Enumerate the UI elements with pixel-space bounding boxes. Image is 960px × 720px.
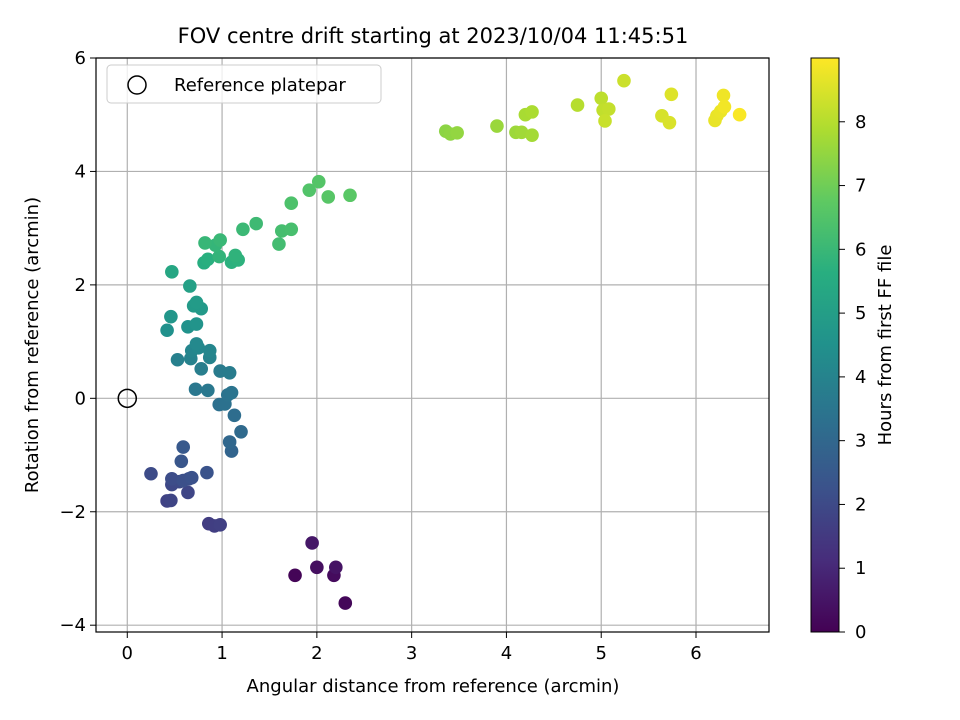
scatter-point — [183, 279, 197, 293]
scatter-point — [310, 560, 324, 575]
scatter-point — [514, 125, 529, 140]
y-tick-label: 6 — [75, 48, 86, 69]
plot-frame — [95, 57, 770, 633]
scatter-point — [490, 119, 504, 133]
scatter-point — [594, 91, 609, 106]
x-tick-label: 4 — [501, 643, 512, 664]
scatter-point — [174, 454, 189, 469]
scatter-point — [188, 382, 203, 397]
y-tick-label: 0 — [75, 388, 86, 409]
scatter-point — [144, 466, 158, 481]
scatter-point — [450, 126, 464, 140]
scatter-point — [224, 385, 239, 400]
scatter-point — [716, 88, 731, 103]
legend-marker — [127, 75, 147, 95]
scatter-point — [602, 102, 616, 116]
scatter-point — [525, 105, 539, 119]
colorbar-tick-label: 0 — [855, 622, 866, 643]
scatter-point — [321, 190, 336, 204]
legend-entry: Reference platepar — [174, 75, 346, 96]
scatter-point — [525, 128, 539, 142]
scatter-point — [732, 107, 747, 122]
scatter-point — [305, 536, 319, 550]
scatter-point — [236, 222, 250, 237]
colorbar-tick-label: 7 — [855, 176, 866, 197]
scatter-point — [189, 337, 204, 351]
x-tick-label: 2 — [311, 643, 322, 664]
colorbar-tick-label: 3 — [855, 431, 866, 452]
scatter-point — [662, 115, 677, 130]
scatter-point — [181, 485, 195, 500]
y-axis-label: Rotation from reference (arcmin) — [22, 197, 43, 493]
scatter-point — [170, 352, 185, 367]
colorbar-tick-label: 6 — [855, 239, 866, 260]
scatter-point — [249, 216, 263, 231]
x-axis-label: Angular distance from reference (arcmin) — [247, 676, 620, 697]
scatter-point — [717, 99, 732, 114]
scatter-point — [284, 196, 299, 211]
scatter-point — [343, 188, 357, 203]
y-tick-label: 2 — [75, 275, 86, 296]
chart-title: FOV centre drift starting at 2023/10/04 … — [178, 24, 689, 48]
scatter-point — [160, 323, 174, 338]
scatter-point — [570, 98, 585, 112]
scatter-point — [164, 309, 178, 324]
y-axis-ticks: −4 −2 0 2 4 6 — [59, 48, 96, 636]
scatter-point — [302, 183, 317, 197]
scatter-point — [212, 249, 227, 264]
scatter-point — [164, 493, 178, 508]
scatter-point — [184, 470, 199, 485]
scatter-point — [284, 222, 299, 237]
scatter-point — [165, 265, 179, 279]
scatter-point — [311, 174, 326, 189]
scatter-point — [213, 233, 227, 247]
y-tick-label: −4 — [59, 615, 86, 636]
colorbar-label: Hours from first FF file — [875, 245, 896, 446]
scatter-point — [202, 343, 217, 358]
colorbar-tick-label: 2 — [855, 494, 866, 515]
scatter-points — [144, 73, 747, 610]
y-tick-label: 4 — [75, 161, 86, 182]
x-axis-ticks: 0 1 2 3 4 5 6 — [122, 632, 702, 664]
legend: Reference platepar — [106, 64, 382, 104]
scatter-point — [201, 383, 215, 398]
x-tick-label: 3 — [406, 643, 417, 664]
scatter-point — [194, 362, 209, 376]
scatter-point — [222, 435, 237, 449]
scatter-point — [189, 295, 204, 310]
reference-point-marker — [117, 388, 138, 409]
x-tick-label: 1 — [216, 643, 227, 664]
scatter-point — [329, 560, 343, 575]
colorbar-tick-label: 8 — [855, 112, 866, 133]
colorbar — [810, 57, 840, 633]
colorbar-ticks: 0 1 2 3 4 5 6 7 8 — [839, 112, 866, 643]
x-tick-label: 5 — [595, 643, 606, 664]
scatter-point — [598, 114, 612, 128]
scatter-point — [189, 317, 204, 331]
scatter-point — [222, 365, 237, 380]
scatter-point — [201, 252, 215, 267]
colorbar-tick-label: 1 — [855, 558, 866, 579]
scatter-point — [664, 87, 679, 102]
scatter-point — [617, 73, 631, 88]
scatter-point — [227, 408, 242, 423]
colorbar-tick-label: 5 — [855, 303, 866, 324]
scatter-point — [198, 236, 212, 250]
scatter-point — [213, 518, 227, 532]
scatter-point — [234, 424, 248, 439]
scatter-point — [272, 237, 286, 251]
legend-box — [106, 64, 382, 104]
scatter-point — [288, 568, 302, 583]
scatter-point — [200, 465, 214, 480]
y-tick-label: −2 — [59, 502, 86, 523]
scatter-point — [338, 596, 353, 610]
x-tick-label: 6 — [690, 643, 701, 664]
scatter-point — [176, 440, 191, 454]
colorbar-tick-label: 4 — [855, 367, 866, 388]
x-tick-label: 0 — [122, 643, 133, 664]
scatter-point — [165, 472, 179, 486]
scatter-point — [228, 248, 243, 263]
